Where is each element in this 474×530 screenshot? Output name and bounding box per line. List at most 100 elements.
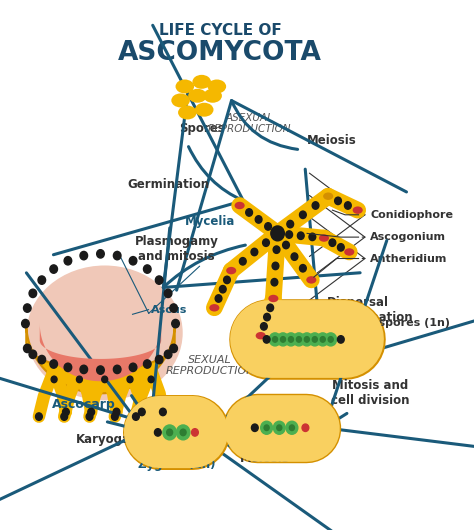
Circle shape — [97, 250, 104, 258]
Ellipse shape — [306, 276, 316, 284]
Circle shape — [269, 333, 281, 346]
Circle shape — [304, 337, 310, 342]
Circle shape — [345, 202, 351, 209]
Circle shape — [264, 223, 272, 230]
Circle shape — [88, 408, 95, 416]
Circle shape — [170, 304, 177, 312]
Circle shape — [113, 408, 120, 416]
Circle shape — [224, 276, 230, 284]
Text: Plasmogamy
and mitosis: Plasmogamy and mitosis — [135, 235, 219, 263]
Text: Meiosis: Meiosis — [307, 134, 357, 147]
Circle shape — [172, 320, 179, 328]
Circle shape — [38, 276, 46, 284]
Ellipse shape — [344, 248, 355, 255]
Circle shape — [180, 429, 186, 436]
Circle shape — [285, 333, 297, 346]
Ellipse shape — [226, 267, 236, 275]
Text: Spores: Spores — [179, 122, 225, 135]
Circle shape — [277, 333, 289, 346]
Circle shape — [219, 286, 226, 293]
Circle shape — [301, 333, 313, 346]
Text: SEXUAL
REPRODUCTION: SEXUAL REPRODUCTION — [165, 355, 255, 376]
Circle shape — [261, 421, 273, 434]
Circle shape — [337, 335, 344, 343]
Circle shape — [329, 239, 336, 246]
Circle shape — [263, 335, 270, 343]
Circle shape — [239, 258, 246, 265]
Ellipse shape — [319, 234, 329, 242]
Circle shape — [273, 421, 285, 434]
Circle shape — [148, 376, 154, 383]
Circle shape — [215, 295, 222, 302]
Circle shape — [113, 251, 121, 260]
Circle shape — [271, 278, 278, 286]
Circle shape — [287, 220, 293, 228]
Circle shape — [302, 424, 309, 431]
Text: ASCOMYCOTA: ASCOMYCOTA — [118, 40, 322, 66]
Circle shape — [296, 337, 301, 342]
Text: Antheridium: Antheridium — [370, 253, 448, 263]
Ellipse shape — [192, 75, 211, 89]
Circle shape — [50, 360, 57, 368]
Circle shape — [286, 421, 298, 434]
Circle shape — [191, 429, 198, 436]
Text: Zygote (2n): Zygote (2n) — [137, 458, 215, 472]
Circle shape — [293, 333, 305, 346]
Circle shape — [312, 337, 317, 342]
Circle shape — [138, 408, 145, 416]
Circle shape — [155, 276, 163, 284]
Circle shape — [144, 360, 151, 368]
Circle shape — [36, 413, 42, 420]
Ellipse shape — [27, 266, 182, 400]
Circle shape — [286, 231, 292, 239]
Circle shape — [155, 356, 163, 364]
Text: ASEXUAL
REPRODUCTION: ASEXUAL REPRODUCTION — [208, 112, 292, 134]
Circle shape — [24, 304, 31, 312]
Circle shape — [164, 289, 172, 297]
Circle shape — [335, 197, 341, 205]
Circle shape — [271, 226, 284, 241]
Text: Dispersal
and germination: Dispersal and germination — [303, 296, 412, 324]
Circle shape — [129, 257, 137, 265]
Circle shape — [309, 333, 321, 346]
Circle shape — [337, 244, 344, 251]
Circle shape — [80, 365, 88, 374]
Ellipse shape — [210, 304, 219, 312]
Circle shape — [38, 356, 46, 364]
Circle shape — [129, 363, 137, 372]
Text: Mitosis and
cell division: Mitosis and cell division — [331, 379, 410, 408]
Circle shape — [300, 211, 306, 218]
Text: Ascus: Ascus — [151, 305, 187, 315]
Circle shape — [113, 365, 121, 374]
Polygon shape — [40, 324, 161, 381]
Circle shape — [144, 265, 151, 273]
Circle shape — [328, 337, 333, 342]
Circle shape — [86, 413, 93, 420]
Circle shape — [127, 376, 133, 383]
Circle shape — [251, 248, 258, 255]
Ellipse shape — [268, 295, 278, 302]
Ellipse shape — [353, 206, 363, 214]
Circle shape — [320, 337, 325, 342]
Ellipse shape — [175, 80, 194, 93]
Circle shape — [133, 413, 139, 420]
Circle shape — [300, 264, 306, 272]
Circle shape — [272, 262, 279, 270]
Text: LIFE CYCLE OF: LIFE CYCLE OF — [159, 23, 282, 38]
Circle shape — [29, 350, 36, 358]
Circle shape — [263, 239, 269, 246]
Circle shape — [312, 202, 319, 209]
Text: Ascospores (1n): Ascospores (1n) — [349, 317, 450, 328]
Circle shape — [291, 253, 298, 260]
Circle shape — [76, 376, 82, 383]
Text: Mycelia: Mycelia — [185, 215, 236, 228]
Circle shape — [50, 265, 57, 273]
Circle shape — [283, 241, 290, 249]
Circle shape — [24, 344, 31, 352]
Circle shape — [164, 350, 172, 358]
Circle shape — [273, 337, 278, 342]
Text: Ascogonium: Ascogonium — [370, 232, 447, 242]
Circle shape — [246, 209, 253, 216]
Text: Ascocarp: Ascocarp — [52, 398, 116, 411]
Circle shape — [80, 251, 88, 260]
